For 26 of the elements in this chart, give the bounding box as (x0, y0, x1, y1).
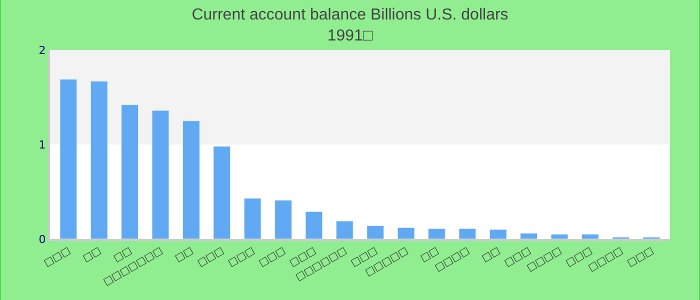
bar (336, 220, 354, 239)
bar (550, 234, 568, 239)
y-tick-label: 2 (38, 44, 46, 57)
bar (397, 227, 415, 239)
bar (213, 146, 231, 239)
x-tick-label: □□ (480, 245, 502, 264)
bar (520, 233, 538, 239)
chart-subtitle: 1991□ (327, 27, 373, 44)
bar (366, 226, 384, 239)
bar (274, 200, 292, 239)
bar (428, 228, 446, 239)
bar (489, 229, 507, 239)
x-tick-label: □□ (81, 245, 104, 264)
bar (582, 234, 599, 239)
bar (152, 110, 170, 239)
bar (60, 79, 78, 239)
bar (458, 228, 476, 239)
x-tick-label: □□ (173, 245, 196, 264)
y-tick-label: 0 (38, 232, 46, 246)
bar (182, 120, 200, 239)
bar (305, 211, 323, 239)
bar (244, 198, 262, 239)
chart-title: Current account balance Billions U.S. dollars (192, 6, 508, 24)
bar (121, 104, 138, 239)
bar (90, 80, 108, 239)
y-tick-label: 1 (38, 138, 46, 152)
